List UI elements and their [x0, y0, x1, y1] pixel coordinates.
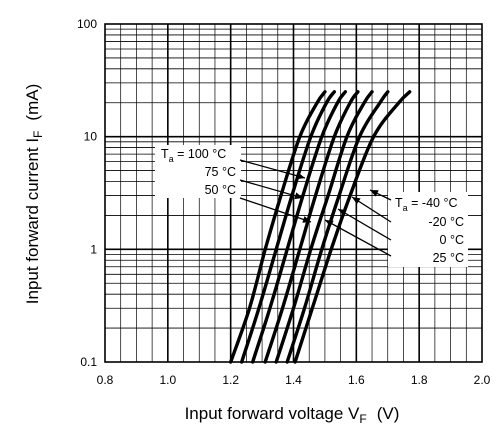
y-tick-label: 1 [90, 242, 97, 256]
curves [229, 90, 412, 364]
curve-t25 [263, 90, 360, 364]
x-tick-labels: 0.8 1.0 1.2 1.4 1.6 1.8 2.0 [97, 373, 491, 387]
y-axis-title: Input forward current IF (mA) [23, 84, 45, 304]
curve-t75 [240, 90, 336, 364]
label-tm40: Ta = -40 °C [395, 196, 457, 213]
label-t100-sub: a [169, 154, 174, 164]
label-t50: 50 °C [205, 183, 236, 197]
y-tick-label: 10 [84, 130, 98, 144]
x-tick-label: 2.0 [474, 373, 491, 387]
leader-tm40-arrowhead [370, 190, 379, 197]
label-tm40-rest: = -40 °C [408, 196, 458, 210]
label-t75: 75 °C [205, 165, 236, 179]
curve-t100 [229, 90, 327, 364]
leader-tm20-arrowhead [352, 197, 361, 205]
x-tick-label: 1.6 [348, 373, 365, 387]
leader-t50 [239, 197, 312, 223]
label-tm20: -20 °C [428, 215, 464, 229]
leader-t100 [239, 159, 306, 179]
leader-t0-arrowhead [338, 209, 347, 217]
leader-lines [239, 159, 392, 257]
x-axis-title-unit: (V) [377, 404, 400, 423]
right-label-background [388, 192, 468, 267]
leader-t50-arrowhead [302, 216, 311, 223]
x-tick-label: 1.8 [411, 373, 428, 387]
label-t0: 0 °C [440, 233, 464, 247]
curve-t0 [274, 90, 374, 364]
leader-t75-arrowhead [294, 192, 303, 200]
leader-t25-arrowhead [325, 220, 334, 227]
label-t100-main: T [161, 147, 169, 161]
y-tick-labels: 0.1 1 10 100 [77, 17, 97, 369]
y-tick-label: 0.1 [80, 355, 97, 369]
y-axis-title-sub: F [31, 131, 45, 138]
x-tick-label: 0.8 [97, 373, 114, 387]
leader-t0 [337, 208, 392, 241]
x-tick-label: 1.2 [222, 373, 239, 387]
x-tick-label: 1.0 [159, 373, 176, 387]
curve-tm40 [293, 90, 412, 364]
curve-tm20 [285, 90, 390, 364]
leader-t25 [324, 219, 392, 257]
label-boxes [155, 145, 468, 267]
left-label-background [155, 145, 241, 198]
y-tick-label: 100 [77, 17, 97, 31]
label-t25: 25 °C [433, 251, 464, 265]
x-axis-title-main: Input forward voltage V [185, 404, 360, 423]
label-tm40-sub: a [403, 203, 408, 213]
x-axis-title: Input forward voltage VF (V) [185, 404, 400, 426]
x-tick-label: 1.4 [285, 373, 302, 387]
curve-t50 [251, 90, 347, 364]
leader-t75 [239, 179, 304, 199]
y-axis-title-main: Input forward current I [23, 138, 42, 304]
label-t100-rest: = 100 °C [174, 147, 227, 161]
leader-t100-arrowhead [296, 172, 305, 180]
y-axis-title-unit: (mA) [23, 84, 42, 121]
x-axis-title-sub: F [359, 412, 366, 426]
label-t100: Ta = 100 °C [161, 147, 226, 164]
label-tm40-main: T [395, 196, 403, 210]
